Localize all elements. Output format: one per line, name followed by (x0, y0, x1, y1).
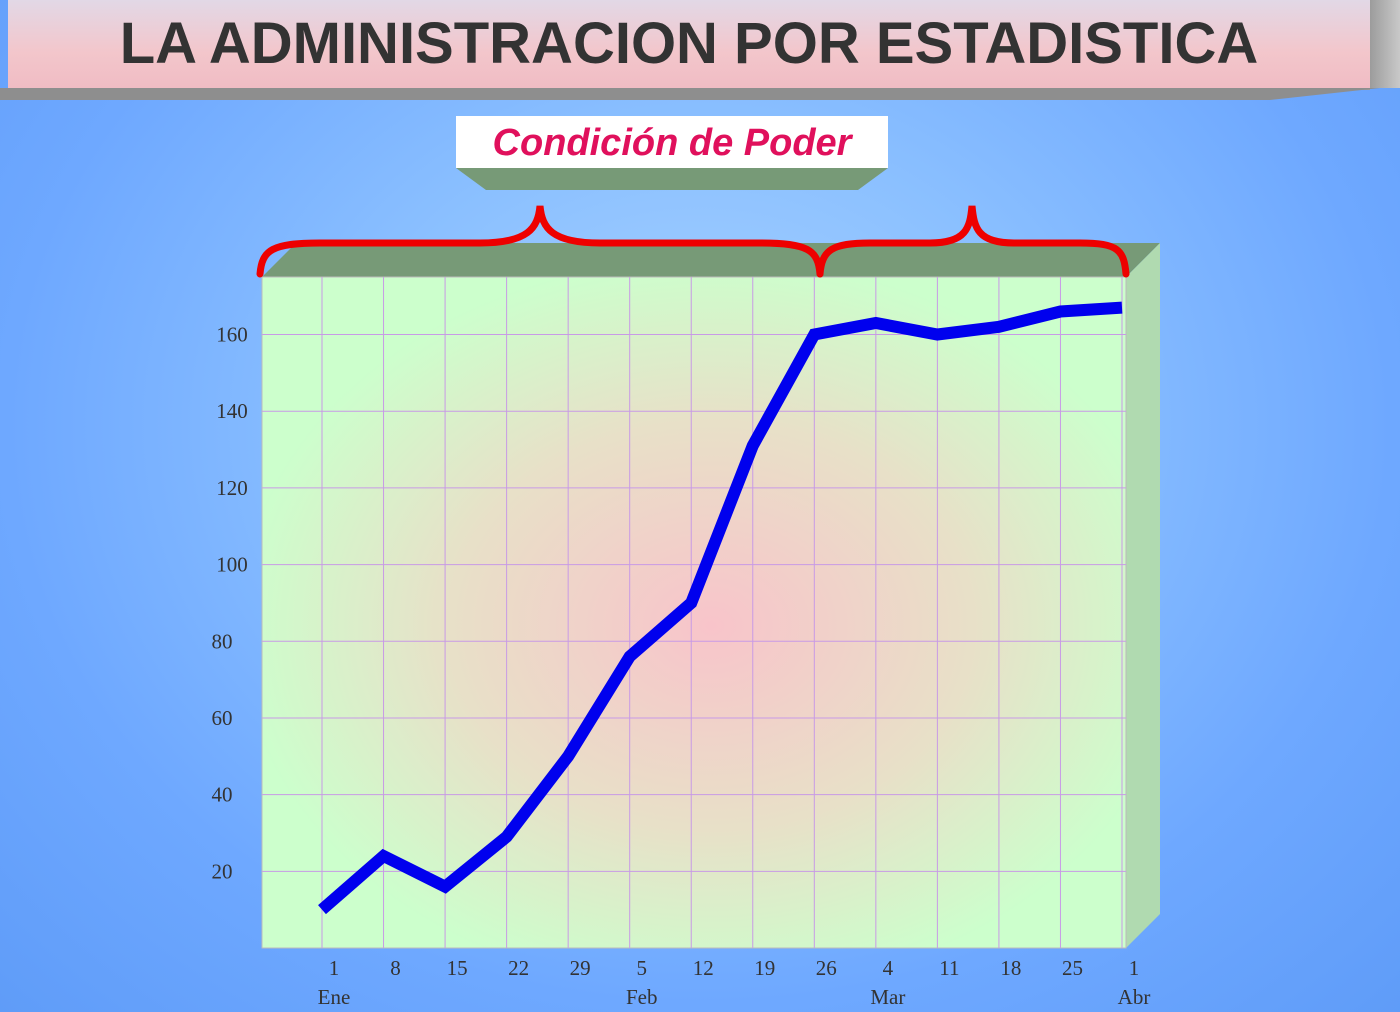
x-tick-label: 29 (570, 956, 591, 980)
x-tick-label: 26 (816, 956, 837, 980)
y-axis-ticks: 20 40 60 80 100 120 140 160 (212, 323, 248, 884)
chart-subtitle: Condición de Poder (492, 122, 852, 164)
plot-top-face (262, 243, 1160, 277)
x-tick-label: 12 (693, 956, 714, 980)
x-axis-ticks: 1 8 15 22 29 5 12 19 26 4 11 18 25 1 (329, 956, 1140, 980)
x-tick-label: 15 (447, 956, 468, 980)
x-tick-label: 11 (939, 956, 959, 980)
subtitle-shadow (456, 168, 888, 190)
y-tick-label: 80 (212, 629, 233, 653)
y-tick-label: 140 (216, 399, 248, 423)
y-tick-label: 100 (216, 553, 248, 577)
x-tick-label: 22 (508, 956, 529, 980)
grid (262, 277, 1126, 948)
y-tick-label: 60 (212, 706, 233, 730)
y-tick-label: 20 (212, 859, 233, 883)
plot-side-face (1126, 243, 1160, 948)
x-tick-label: 5 (636, 956, 647, 980)
month-label: Abr (1118, 985, 1151, 1009)
title-banner: LA ADMINISTRACION POR ESTADISTICA (0, 0, 1400, 100)
y-tick-label: 120 (216, 476, 248, 500)
brace-right (816, 205, 1130, 278)
x-tick-label: 1 (329, 956, 340, 980)
x-tick-label: 1 (1129, 956, 1140, 980)
title-banner-bevel (1370, 0, 1400, 88)
x-tick-label: 25 (1062, 956, 1083, 980)
y-tick-label: 160 (216, 323, 248, 347)
x-axis-months: Ene Feb Mar Abr (318, 985, 1151, 1009)
x-tick-label: 8 (390, 956, 401, 980)
series-line (318, 301, 1123, 915)
page-title: LA ADMINISTRACION POR ESTADISTICA (119, 11, 1259, 76)
y-tick-label: 40 (212, 783, 233, 807)
month-label: Mar (870, 985, 905, 1009)
x-tick-label: 19 (754, 956, 775, 980)
x-tick-label: 18 (1000, 956, 1021, 980)
month-label: Ene (318, 985, 351, 1009)
title-banner-shadow (0, 88, 1380, 100)
x-tick-label: 4 (883, 956, 894, 980)
plot-area (261, 276, 1127, 949)
subtitle-box: Condición de Poder (456, 116, 888, 168)
brace-left (256, 205, 824, 278)
series-layer (318, 301, 1123, 915)
month-label: Feb (626, 985, 658, 1009)
condition-braces (256, 205, 1130, 278)
